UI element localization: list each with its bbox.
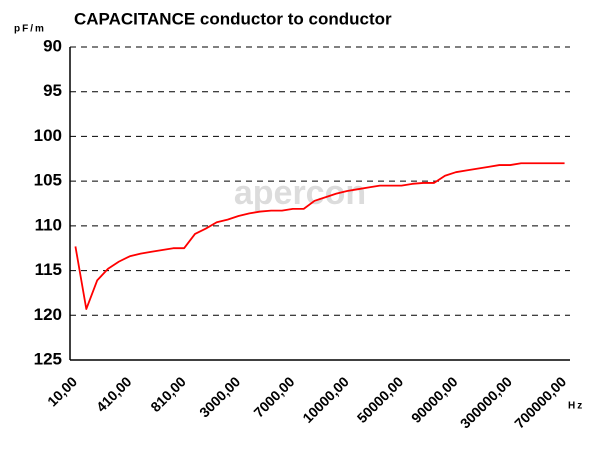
- y-tick-label: 90: [43, 36, 62, 55]
- chart-title: CAPACITANCE conductor to conductor: [74, 9, 392, 28]
- y-tick-label: 95: [43, 81, 62, 100]
- y-tick-label: 115: [35, 260, 62, 279]
- data-line: [74, 162, 565, 310]
- y-tick-label: 110: [35, 215, 62, 234]
- y-tick-label: 125: [34, 349, 62, 368]
- y-tick-label: 120: [34, 305, 62, 324]
- watermark: apercon: [234, 174, 366, 212]
- y-axis-label: pF/m: [14, 24, 46, 35]
- y-tick-label: 100: [34, 126, 62, 145]
- x-axis-label: Hz: [568, 401, 584, 412]
- y-tick-label: 105: [34, 171, 62, 190]
